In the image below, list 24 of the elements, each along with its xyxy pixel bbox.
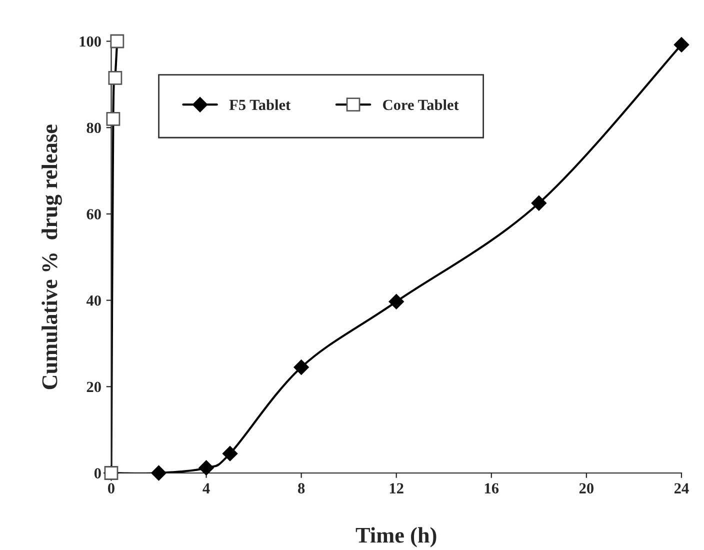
point [674, 37, 690, 52]
point [151, 465, 166, 481]
legend-label: F5 Tablet [229, 99, 291, 110]
point [531, 196, 546, 211]
x-axis-title: Time (h) [356, 527, 436, 548]
y-tick-label: 60 [86, 209, 101, 220]
x-tick-label: 24 [674, 483, 689, 494]
x-tick-label: 4 [202, 483, 210, 494]
legend-label: Core Tablet [383, 99, 459, 110]
y-tick-label: 40 [86, 295, 101, 306]
point [294, 360, 309, 375]
x-tick-label: 16 [484, 483, 499, 494]
point [198, 460, 214, 476]
x-tick-label: 8 [298, 483, 305, 494]
y-tick-label: 20 [86, 382, 101, 392]
y-tick-label: 80 [86, 122, 101, 134]
x-tick-label: 20 [579, 483, 594, 494]
point [388, 294, 404, 310]
y-tick-label: 100 [80, 36, 101, 47]
y-axis-title: Cumulative % drug release [42, 124, 62, 390]
y-tick-label: 0 [94, 468, 101, 478]
point [222, 446, 238, 462]
x-tick-label: 0 [108, 483, 114, 494]
x-tick-label: 12 [390, 483, 404, 494]
